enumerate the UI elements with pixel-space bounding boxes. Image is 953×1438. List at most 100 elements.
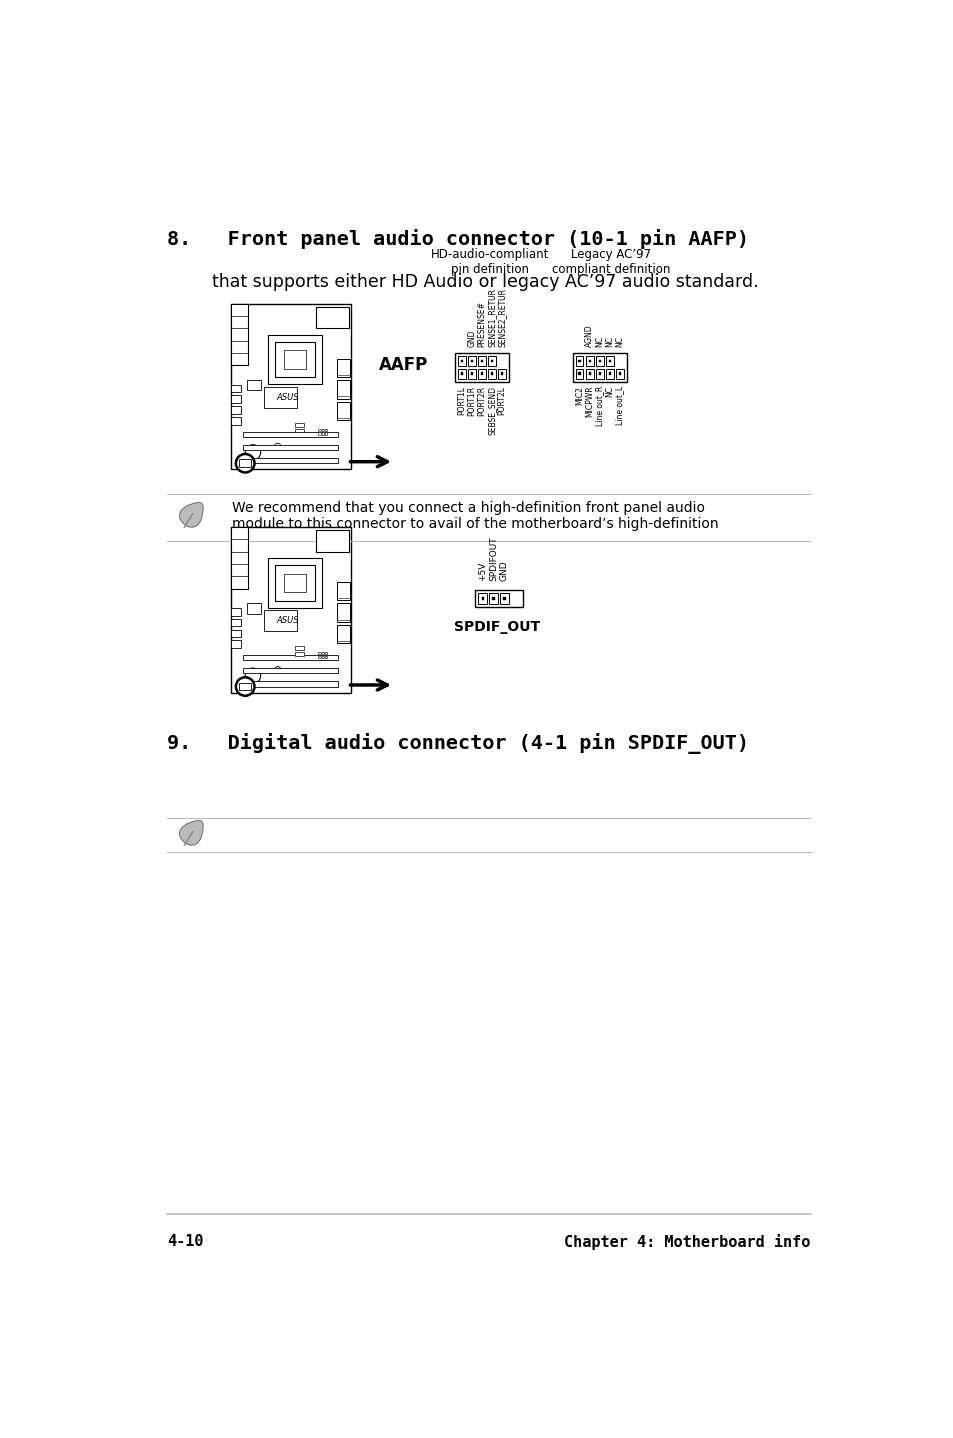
Text: SPDIFOUT: SPDIFOUT [489,536,497,581]
Bar [477,368,485,378]
Bar [337,358,350,377]
Bar [316,306,349,328]
Bar [588,372,590,375]
Bar [585,357,593,367]
Bar [575,368,583,378]
Bar [455,354,509,381]
Bar [318,651,320,654]
Bar [321,429,323,431]
Bar [480,360,482,362]
Bar [605,368,613,378]
Bar [337,582,350,600]
Bar [243,682,337,686]
Text: MIC2: MIC2 [575,385,583,404]
Bar [231,303,248,365]
Bar [247,380,260,391]
Text: Line out_R: Line out_R [595,385,603,426]
Text: NC: NC [605,385,614,397]
Polygon shape [179,502,203,528]
Bar [294,651,304,656]
Text: ASUS: ASUS [275,617,298,626]
Bar [605,357,613,367]
Bar [321,433,323,434]
Bar [337,401,350,420]
Bar [460,372,462,375]
Text: NC: NC [595,336,603,348]
Polygon shape [179,821,203,846]
Text: SENSE1_RETUR: SENSE1_RETUR [487,289,496,348]
Bar [231,640,240,649]
Bar [492,597,495,600]
Text: Chapter 4: Motherboard info: Chapter 4: Motherboard info [563,1234,810,1250]
Bar [489,592,497,604]
Bar [616,368,623,378]
Text: NC: NC [605,336,614,348]
Bar [503,597,505,600]
Bar [231,528,351,693]
Text: +5V: +5V [477,562,487,581]
Bar [324,656,327,659]
Circle shape [235,677,254,696]
Bar [264,610,296,631]
Bar [318,429,320,431]
Text: Line out_L: Line out_L [615,385,624,426]
Text: We recommend that you connect a high-definition front panel audio
module to this: We recommend that you connect a high-def… [232,500,718,531]
Bar [324,429,327,431]
Bar [337,626,350,643]
Bar [488,368,496,378]
Bar [470,372,473,375]
Bar [231,385,240,393]
Bar [478,592,486,604]
Text: PORT2L: PORT2L [497,385,506,414]
Circle shape [235,454,254,473]
Text: GND: GND [467,329,476,348]
Bar [618,372,620,375]
Bar [588,360,590,362]
Bar [318,433,320,434]
Bar [321,651,323,654]
Bar [324,651,327,654]
Bar [294,423,304,427]
Bar [231,303,351,469]
Text: GND: GND [499,561,508,581]
Bar [239,683,252,690]
Bar [598,372,600,375]
Text: MICPWR: MICPWR [584,385,594,417]
Bar [578,372,580,375]
Bar [608,372,610,375]
Bar [243,444,337,450]
Bar [247,603,260,614]
Bar [468,357,476,367]
Text: SPDIF_OUT: SPDIF_OUT [453,620,539,634]
Bar [596,368,603,378]
Text: 4-10: 4-10 [167,1234,204,1248]
Bar [608,360,610,362]
Bar [294,429,304,433]
Text: PORT1R: PORT1R [467,385,476,416]
Bar [598,360,600,362]
Text: Legacy AC’97
compliant definition: Legacy AC’97 compliant definition [552,247,670,276]
Text: HD-audio-compliant
pin definition: HD-audio-compliant pin definition [430,247,548,276]
Bar [231,630,240,637]
Bar [274,342,315,377]
Circle shape [245,444,260,460]
Bar [231,608,240,615]
Bar [324,433,327,434]
Text: ASUS: ASUS [275,393,298,401]
Bar [480,372,482,375]
Bar [231,407,240,414]
Text: that supports either HD Audio or legacy AC’97 audio standard.: that supports either HD Audio or legacy … [212,273,758,292]
Text: PRESENSE#: PRESENSE# [476,302,486,348]
Bar [274,565,315,601]
Bar [457,357,465,367]
Bar [499,592,508,604]
Bar [475,590,522,607]
Bar [231,395,240,403]
Text: PORT1L: PORT1L [456,385,466,414]
Bar [231,528,248,588]
Bar [477,357,485,367]
Text: AGND: AGND [584,325,594,348]
Bar [243,669,337,673]
Bar [231,417,240,424]
Bar [316,531,349,552]
